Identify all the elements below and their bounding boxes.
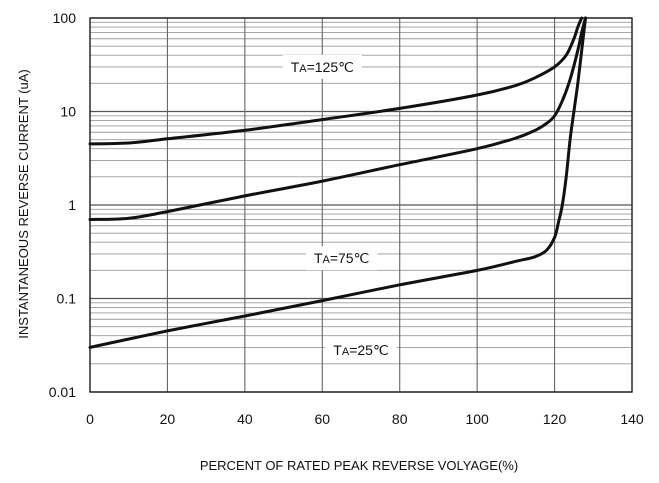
series-label-text: TA=75℃ (314, 250, 369, 266)
series-label-background (282, 54, 362, 79)
series-line (88, 16, 587, 349)
y-tick-labels: 0.01 0.1 1 10 100 (49, 10, 76, 400)
x-tick-labels: 0 20 40 60 80 100 120 140 (86, 411, 644, 427)
series-label-background (325, 338, 397, 363)
series-label-text: TA=25℃ (333, 342, 388, 358)
x-tick-label: 120 (543, 411, 567, 427)
plot-frame (89, 17, 633, 393)
x-tick-label: 40 (237, 411, 253, 427)
series-label: TA=25℃ (325, 338, 397, 363)
x-tick-label: 140 (620, 411, 644, 427)
series-line (88, 16, 584, 146)
series-label-text: TA=125℃ (291, 59, 354, 75)
series-labels: TA=125℃ TA=75℃ TA=25℃ (282, 54, 397, 363)
series-curves (88, 16, 587, 349)
x-tick-label: 0 (86, 411, 94, 427)
series-label: TA=125℃ (282, 54, 362, 79)
y-tick-label: 100 (53, 10, 77, 26)
y-tick-label: 0.1 (57, 291, 77, 307)
x-axis-title: PERCENT OF RATED PEAK REVERSE VOLYAGE(%) (200, 458, 518, 473)
x-tick-label: 60 (314, 411, 330, 427)
y-axis-title: INSTANTANEOUS REVERSE CURRENT (uA) (16, 69, 31, 338)
series-label: TA=75℃ (305, 246, 378, 271)
y-tick-label: 10 (60, 104, 76, 120)
series-line (88, 16, 587, 221)
y-tick-label: 0.01 (49, 384, 76, 400)
x-tick-label: 100 (465, 411, 489, 427)
series-label-background (305, 246, 378, 271)
x-tick-label: 80 (392, 411, 408, 427)
y-tick-label: 1 (68, 197, 76, 213)
x-tick-label: 20 (160, 411, 176, 427)
